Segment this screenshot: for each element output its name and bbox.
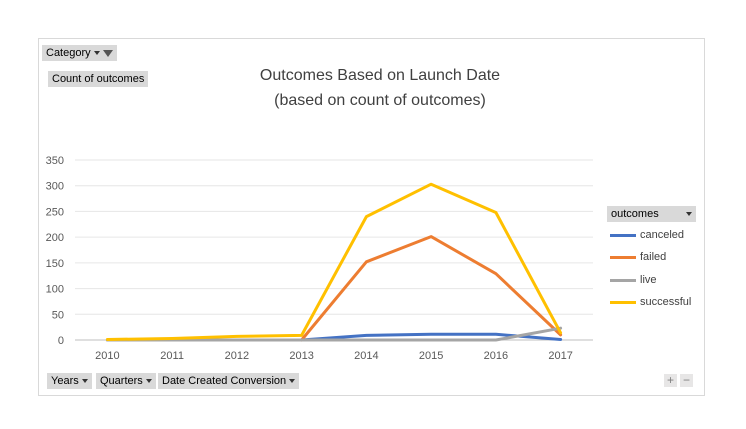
legend-field-label: outcomes bbox=[611, 208, 659, 220]
x-tick-label: 2013 bbox=[289, 350, 313, 362]
x-tick-label: 2015 bbox=[419, 350, 443, 362]
filter-funnel-icon bbox=[102, 49, 113, 57]
legend-swatch bbox=[610, 278, 636, 282]
legend-swatch bbox=[610, 233, 636, 237]
series-line-live bbox=[105, 326, 563, 342]
y-tick-label: 200 bbox=[46, 232, 64, 244]
legend-entry-failed: failed bbox=[610, 250, 666, 264]
x-tick-label: 2017 bbox=[548, 350, 572, 362]
chart-title: Outcomes Based on Launch Date bbox=[259, 67, 501, 84]
axis-field-button-years[interactable]: Years bbox=[47, 373, 92, 389]
axis-field-button-quarters[interactable]: Quarters bbox=[96, 373, 156, 389]
x-tick-label: 2016 bbox=[484, 350, 508, 362]
legend-swatch bbox=[610, 300, 636, 304]
expand-field-button[interactable]: + bbox=[664, 374, 677, 387]
legend-label: live bbox=[640, 274, 657, 286]
legend-label: failed bbox=[640, 251, 667, 263]
legend-swatch bbox=[610, 255, 636, 259]
chevron-down-icon bbox=[81, 379, 88, 383]
axis-field-label: Quarters bbox=[100, 375, 143, 387]
y-tick-label: 0 bbox=[58, 335, 64, 347]
chevron-down-icon bbox=[289, 379, 296, 383]
axis-field-label: Date Created Conversion bbox=[162, 375, 287, 387]
y-tick-label: 100 bbox=[46, 284, 64, 296]
chevron-down-icon bbox=[93, 51, 100, 55]
category-filter-button[interactable]: Category bbox=[42, 45, 117, 61]
legend-label: canceled bbox=[640, 229, 685, 241]
chart-subtitle: (based on count of outcomes) bbox=[274, 92, 486, 109]
collapse-field-button[interactable]: − bbox=[680, 374, 693, 387]
legend-entry-canceled: canceled bbox=[610, 228, 684, 242]
legend-entry-live: live bbox=[610, 273, 657, 287]
x-tick-label: 2012 bbox=[225, 350, 249, 362]
axis-field-label: Years bbox=[51, 375, 79, 387]
values-field-label: Count of outcomes bbox=[52, 73, 145, 85]
chevron-down-icon bbox=[686, 212, 692, 216]
legend-entry-successful: successful bbox=[610, 295, 691, 309]
y-tick-label: 150 bbox=[46, 258, 64, 270]
legend-field-button[interactable]: outcomes bbox=[607, 206, 696, 222]
series-line-failed bbox=[300, 235, 563, 342]
y-tick-label: 250 bbox=[46, 206, 64, 218]
x-tick-label: 2010 bbox=[95, 350, 119, 362]
chevron-down-icon bbox=[145, 379, 152, 383]
category-filter-label: Category bbox=[46, 47, 91, 59]
series-line-successful bbox=[105, 182, 563, 341]
axis-field-button-date-created[interactable]: Date Created Conversion bbox=[158, 373, 300, 389]
y-tick-label: 300 bbox=[46, 181, 64, 193]
legend-label: successful bbox=[640, 296, 692, 308]
x-tick-label: 2011 bbox=[160, 350, 184, 362]
y-tick-label: 350 bbox=[46, 155, 64, 167]
values-field-button[interactable]: Count of outcomes bbox=[48, 71, 149, 87]
y-tick-label: 50 bbox=[52, 309, 64, 321]
x-tick-label: 2014 bbox=[354, 350, 378, 362]
